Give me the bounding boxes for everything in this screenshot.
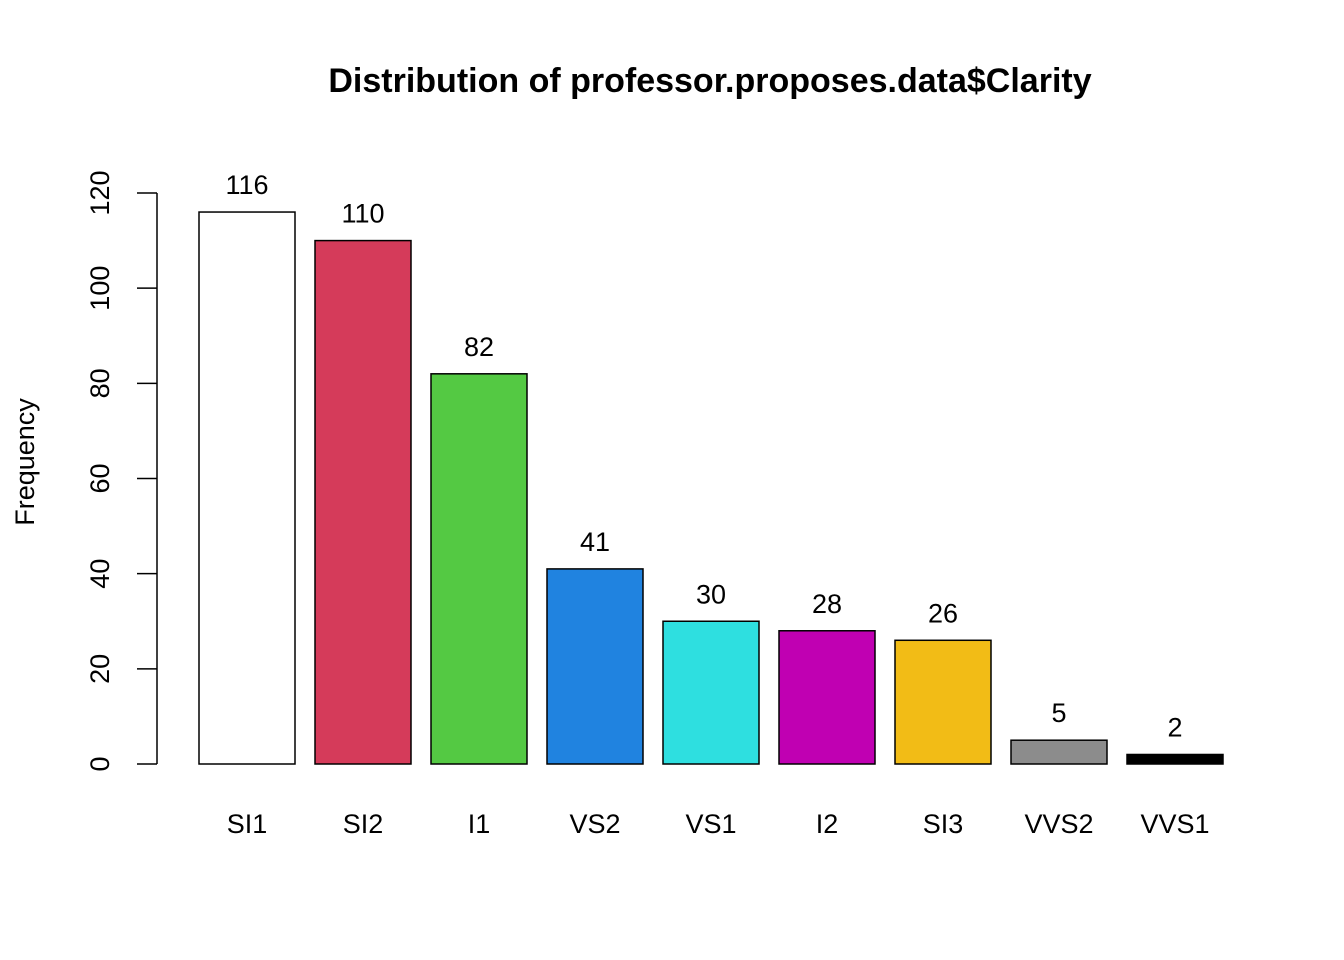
bar-vvs1 xyxy=(1126,753,1224,765)
x-category-label: SI2 xyxy=(343,809,384,839)
bar-i2 xyxy=(778,630,876,765)
bar-si3 xyxy=(894,639,992,765)
bar-vs2 xyxy=(546,568,644,765)
x-category-label: I1 xyxy=(468,809,491,839)
bar-si1 xyxy=(198,211,296,765)
y-axis: 0 20 40 60 80 100 120 xyxy=(85,170,158,772)
category-labels: SI1 SI2 I1 VS2 VS1 I2 SI3 VVS2 VVS1 xyxy=(227,809,1210,839)
bar-i1 xyxy=(430,373,528,765)
bar-value-label: 41 xyxy=(580,527,610,557)
y-tick-label: 0 xyxy=(85,756,115,771)
x-category-label: VVS2 xyxy=(1024,809,1093,839)
y-tick-label: 100 xyxy=(85,266,115,311)
bar-si2 xyxy=(314,239,412,765)
x-category-label: I2 xyxy=(816,809,839,839)
value-labels: 116 110 82 41 30 28 26 5 2 xyxy=(225,170,1182,742)
x-category-label: VS2 xyxy=(569,809,620,839)
bars xyxy=(198,211,1224,765)
x-category-label: SI1 xyxy=(227,809,268,839)
x-category-label: SI3 xyxy=(923,809,964,839)
bar-value-label: 82 xyxy=(464,332,494,362)
y-tick-label: 120 xyxy=(85,170,115,215)
y-tick-label: 40 xyxy=(85,559,115,589)
bar-value-label: 26 xyxy=(928,598,958,628)
x-category-label: VVS1 xyxy=(1140,809,1209,839)
chart-title: Distribution of professor.proposes.data$… xyxy=(328,62,1091,100)
y-axis-label: Frequency xyxy=(10,398,40,526)
x-category-label: VS1 xyxy=(685,809,736,839)
bar-value-label: 116 xyxy=(225,170,268,200)
bar-vvs2 xyxy=(1010,739,1108,765)
bar-vs1 xyxy=(662,620,760,765)
y-tick-label: 80 xyxy=(85,368,115,398)
bar-value-label: 2 xyxy=(1167,712,1182,742)
bar-value-label: 30 xyxy=(696,579,726,609)
y-tick-label: 20 xyxy=(85,654,115,684)
bar-value-label: 110 xyxy=(341,199,384,229)
bar-value-label: 5 xyxy=(1051,698,1066,728)
bar-value-label: 28 xyxy=(812,589,842,619)
y-tick-label: 60 xyxy=(85,463,115,493)
